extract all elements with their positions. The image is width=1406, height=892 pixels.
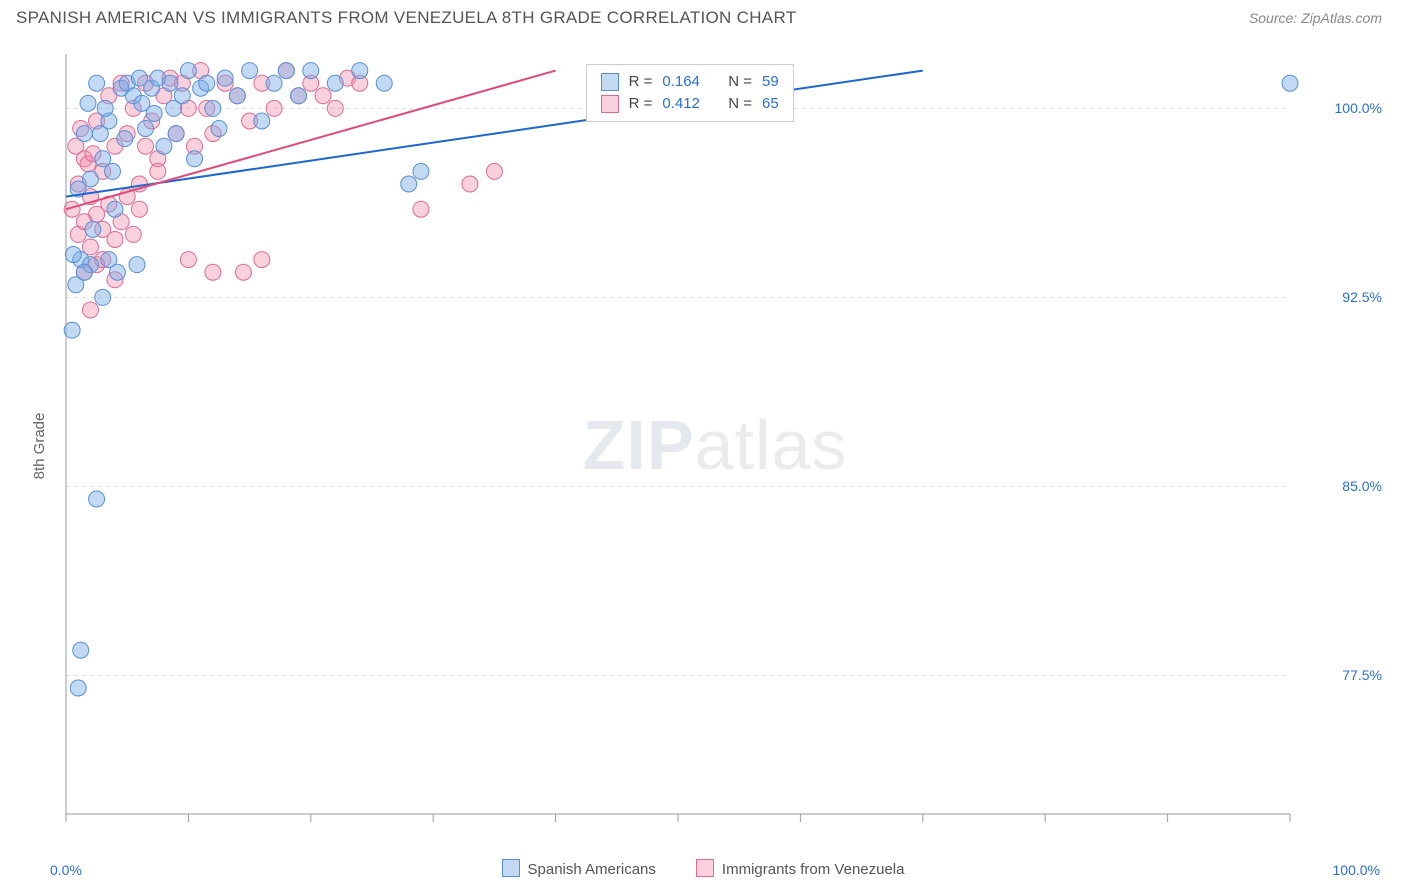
y-tick-label: 77.5% xyxy=(1342,667,1382,683)
legend-swatch xyxy=(696,859,714,877)
chart-title: SPANISH AMERICAN VS IMMIGRANTS FROM VENE… xyxy=(16,8,796,28)
stat-row: R =0.164 N =59 xyxy=(601,71,779,93)
y-tick-label: 100.0% xyxy=(1335,100,1382,116)
source-attribution: Source: ZipAtlas.com xyxy=(1249,10,1382,26)
y-tick-label: 85.0% xyxy=(1342,478,1382,494)
y-axis-label: 8th Grade xyxy=(31,413,48,480)
legend-item: Spanish Americans xyxy=(502,859,656,878)
series-legend: Spanish Americans Immigrants from Venezue… xyxy=(0,859,1406,878)
legend-swatch xyxy=(502,859,520,877)
legend-label: Spanish Americans xyxy=(528,861,656,878)
legend-label: Immigrants from Venezuela xyxy=(722,861,905,878)
scatter-plot-svg xyxy=(48,48,1382,842)
legend-item: Immigrants from Venezuela xyxy=(696,859,905,878)
stat-swatch xyxy=(601,73,619,91)
correlation-stats-box: R =0.164 N =59R =0.412 N =65 xyxy=(586,64,794,122)
chart-area: ZIPatlas R =0.164 N =59R =0.412 N =65 10… xyxy=(48,48,1382,842)
stat-row: R =0.412 N =65 xyxy=(601,93,779,115)
stat-swatch xyxy=(601,95,619,113)
y-tick-label: 92.5% xyxy=(1342,289,1382,305)
